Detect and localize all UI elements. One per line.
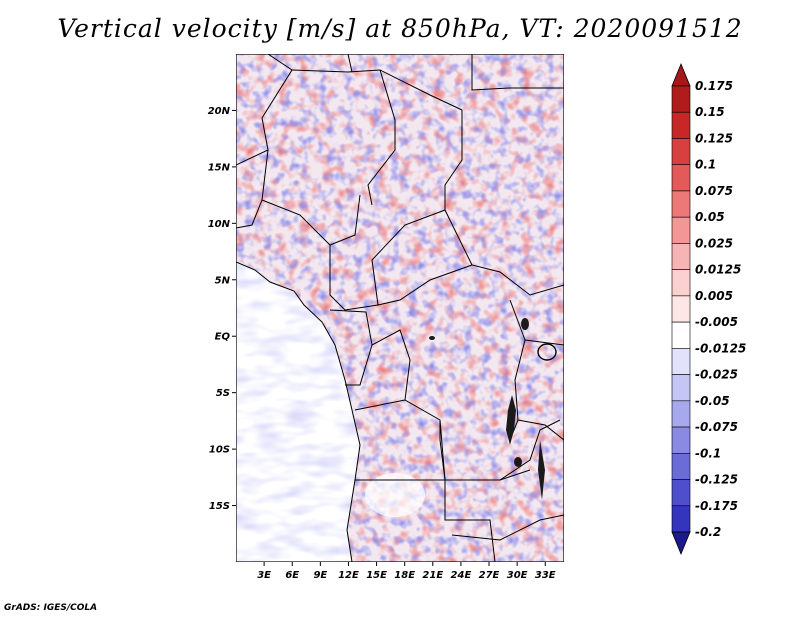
lon-tick-label: 12E: [338, 570, 359, 581]
colorbar-label: -0.005: [695, 315, 738, 329]
colorbar-segment: [671, 85, 691, 113]
colorbar-label: 0.005: [695, 289, 733, 303]
colorbar-label: -0.0125: [695, 341, 746, 355]
colorbar-segment: [671, 164, 691, 192]
political-boundaries: [236, 54, 564, 562]
colorbar-segment: [671, 505, 691, 533]
colorbar-over-arrow: [671, 62, 691, 87]
colorbar-label: 0.15: [695, 105, 725, 119]
colorbar-label: 0.125: [695, 131, 733, 145]
colorbar-segment: [671, 479, 691, 507]
lon-tick-label: 30E: [507, 570, 528, 581]
colorbar-label: 0.025: [695, 236, 733, 250]
colorbar-label: -0.075: [695, 420, 738, 434]
colorbar-segment: [671, 452, 691, 480]
lat-tick-label: 5N: [215, 275, 231, 286]
colorbar-segment: [671, 216, 691, 244]
lon-tick-label: 27E: [479, 570, 500, 581]
lon-tick-label: 9E: [313, 570, 327, 581]
colorbar-label: 0.075: [695, 184, 733, 198]
colorbar-segment: [671, 295, 691, 323]
colorbar-segment: [671, 348, 691, 375]
lon-tick-label: 15E: [366, 570, 387, 581]
plot-title: Vertical velocity [m/s] at 850hPa, VT: 2…: [57, 14, 743, 43]
lat-tick-label: 5S: [216, 388, 230, 399]
colorbar-label: 0.05: [695, 210, 725, 224]
lon-tick-label: 33E: [535, 570, 556, 581]
colorbar-segment: [671, 269, 691, 297]
colorbar-label: -0.1: [695, 446, 721, 460]
latitude-axis: 20N 15N 10N 5N EQ 5S 10S 15S: [208, 106, 236, 512]
colorbar-segment: [671, 374, 691, 402]
longitude-axis: 3E 6E 9E 12E 15E 18E 21E 24E 27E 30E 33E: [257, 562, 556, 581]
lakes: [429, 318, 557, 500]
colorbar-segment: [671, 426, 691, 454]
lat-tick-label: 10N: [208, 219, 231, 230]
map-field: [236, 54, 564, 562]
colorbar-label: -0.025: [695, 368, 738, 382]
lat-tick-label: 20N: [208, 106, 231, 117]
colorbar-segment: [671, 400, 691, 428]
colorbar-label: 0.175: [695, 79, 733, 93]
colorbar-label: -0.2: [695, 525, 721, 539]
colorbar-segment: [671, 243, 691, 270]
lat-tick-label: 15S: [209, 501, 230, 512]
colorbar-segment: [671, 190, 691, 218]
lat-tick-label: 15N: [208, 162, 231, 173]
lon-tick-label: 3E: [257, 570, 271, 581]
colorbar-under-arrow: [671, 531, 691, 556]
lon-tick-label: 24E: [451, 570, 472, 581]
colorbar-segment: [671, 321, 691, 349]
colorbar-label: -0.175: [695, 499, 738, 513]
colorbar: 0.175 0.15 0.125 0.1 0.075 0.05 0.025 0.0125 0.0…: [671, 62, 746, 556]
grads-credit: GrADS: IGES/COLA: [4, 603, 98, 613]
colorbar-segment: [671, 111, 691, 139]
lon-tick-label: 21E: [422, 570, 443, 581]
lon-tick-label: 18E: [394, 570, 415, 581]
colorbar-segment: [671, 138, 691, 166]
lat-tick-label: 10S: [209, 445, 230, 456]
colorbar-label: -0.125: [695, 473, 738, 487]
lon-tick-label: 6E: [285, 570, 299, 581]
colorbar-label: -0.05: [695, 394, 730, 408]
lat-tick-label: EQ: [215, 332, 231, 343]
colorbar-label: 0.1: [695, 158, 716, 172]
colorbar-label: 0.0125: [695, 263, 741, 277]
